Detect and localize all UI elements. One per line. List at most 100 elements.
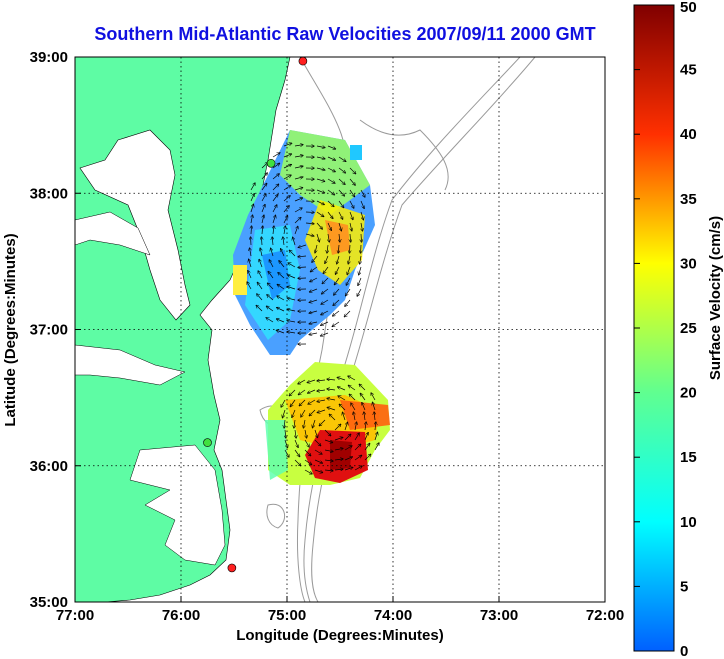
vector-arrow (327, 200, 334, 207)
vector-arrow (283, 216, 288, 224)
vector-arrow (248, 271, 252, 279)
colorbar-tick-label: 10 (680, 514, 697, 531)
vector-arrow (271, 248, 274, 257)
station-marker (266, 158, 276, 168)
vector-arrow (283, 237, 284, 246)
vector-arrow (294, 198, 302, 202)
vector-arrow (308, 399, 316, 404)
colorbar-tick-label: 50 (680, 0, 697, 16)
vector-arrow (360, 189, 365, 197)
vector-arrow (294, 227, 298, 235)
vector-arrow (310, 277, 318, 282)
vector-arrow (327, 211, 333, 218)
vector-arrow (247, 282, 252, 290)
vector-arrow (364, 443, 370, 451)
vector-arrow (324, 429, 331, 436)
vector-arrow (347, 266, 351, 274)
vector-arrow (344, 467, 353, 471)
vector-arrow (342, 412, 346, 421)
vector-arrow (354, 455, 362, 461)
plot-area (75, 57, 605, 602)
colorbar (633, 4, 675, 652)
vector-arrow (261, 205, 265, 213)
vector-arrow (360, 393, 366, 401)
grid (75, 57, 605, 602)
vector-arrow (344, 434, 351, 441)
vector-arrow (261, 173, 267, 180)
vector-arrow (281, 249, 285, 257)
vector-arrow (349, 200, 354, 208)
vector-arrow (349, 167, 356, 174)
vector-arrow (294, 155, 303, 157)
y-tick-label: 39:00 (30, 49, 68, 66)
vector-arrow (360, 200, 364, 208)
vector-arrow (283, 143, 292, 147)
vector-arrow (309, 310, 318, 313)
vector-arrow (294, 217, 301, 224)
vector-arrow (283, 165, 291, 169)
y-axis-ticks: 39:00 38:00 37:00 36:00 35:00 (30, 49, 81, 611)
vector-arrow (328, 233, 329, 242)
vector-arrow (360, 255, 361, 264)
vector-arrow (334, 469, 343, 470)
station-marker (203, 438, 212, 447)
vector-arrow (350, 222, 352, 231)
vector-arrow (346, 277, 351, 285)
vector-arrow (260, 248, 262, 257)
vector-arrow (261, 194, 266, 202)
station-marker (298, 57, 308, 66)
vector-arrow (351, 403, 356, 411)
y-tick-label: 37:00 (30, 322, 68, 339)
vector-arrow (272, 163, 279, 169)
vector-arrow (272, 184, 279, 191)
vector-arrow (323, 266, 329, 273)
vector-arrow (277, 296, 285, 301)
vector-arrow (337, 255, 340, 264)
colorbar-tick-label: 5 (680, 578, 688, 595)
vector-arrow (321, 310, 329, 315)
vector-arrow (305, 429, 307, 438)
vector-arrow (354, 444, 361, 451)
vector-arrow (293, 237, 296, 246)
vector-arrow (249, 259, 252, 268)
vector-arrow (371, 393, 376, 401)
vector-arrow (316, 146, 325, 148)
vector-arrow (354, 433, 359, 441)
vector-arrow (305, 223, 314, 224)
y-axis-label: Latitude (Degrees:Minutes) (2, 233, 19, 426)
vector-arrow (317, 380, 326, 381)
vector-arrow (338, 156, 346, 161)
vector-arrow (304, 449, 311, 456)
vector-arrow (334, 437, 343, 441)
vector-arrow (304, 439, 309, 447)
vector-arrow (361, 233, 362, 242)
vector-arrow (262, 215, 264, 224)
vector-arrow (334, 448, 343, 450)
vector-arrow (332, 321, 340, 326)
vector-arrow (314, 459, 322, 463)
vector-arrow (267, 295, 274, 301)
vector-arrow (251, 226, 252, 235)
vector-arrow (272, 205, 277, 213)
vector-arrow (316, 233, 319, 242)
vector-arrow (257, 282, 263, 290)
vector-arrow (312, 255, 318, 262)
vector-arrow (362, 403, 366, 411)
vector-arrow (315, 244, 317, 253)
vector-arrow (359, 384, 366, 391)
vector-arrow (314, 439, 321, 446)
vector-arrow (327, 222, 331, 230)
vector-arrow (309, 322, 318, 324)
vector-arrow (327, 398, 336, 400)
vector-arrow (294, 145, 303, 146)
vector-arrow (276, 330, 285, 334)
colorbar-tick-label: 15 (680, 449, 697, 466)
vector-arrow (344, 446, 352, 451)
vector-arrow (294, 419, 295, 428)
vector-arrow (348, 376, 356, 381)
vector-arrow (364, 433, 368, 441)
vector-arrow (374, 443, 379, 451)
vector-arrow (272, 215, 275, 224)
vector-arrow (374, 432, 378, 441)
vector-arrow (321, 321, 329, 325)
